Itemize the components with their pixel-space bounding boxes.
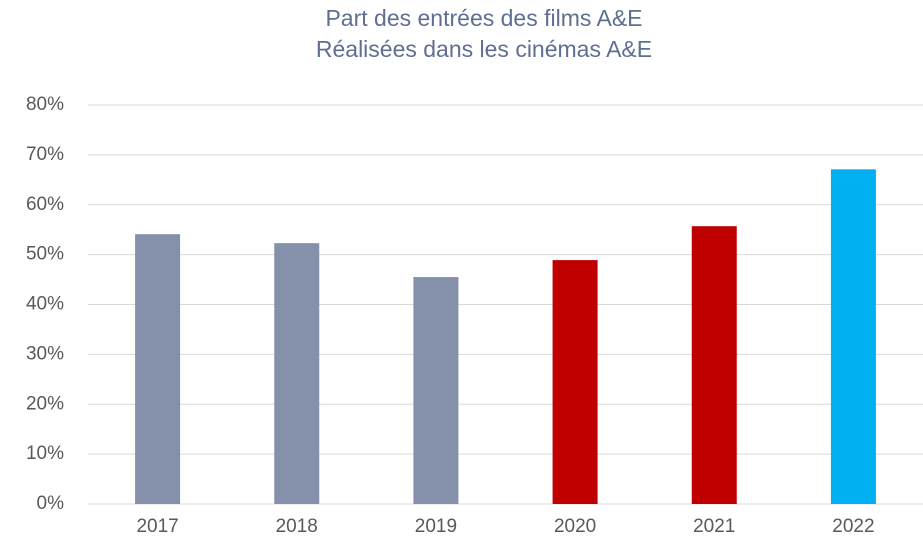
- x-tick-label: 2017: [136, 516, 178, 537]
- bar: [135, 234, 181, 504]
- y-tick-label: 70%: [26, 144, 64, 165]
- chart-subtitle: Réalisées dans les cinémas A&E: [316, 36, 652, 62]
- x-tick-label: 2020: [554, 516, 596, 537]
- y-tick-label: 40%: [26, 294, 64, 315]
- y-tick-label: 80%: [26, 94, 64, 115]
- x-tick-label: 2018: [276, 516, 318, 537]
- x-tick-label: 2022: [832, 516, 874, 537]
- y-tick-label: 30%: [26, 343, 64, 364]
- bar: [830, 169, 876, 504]
- y-tick-label: 50%: [26, 244, 64, 265]
- bar: [274, 243, 320, 504]
- bar: [552, 260, 598, 504]
- y-tick-label: 60%: [26, 194, 64, 215]
- y-tick-label: 10%: [26, 443, 64, 464]
- bar: [413, 277, 459, 504]
- x-tick-label: 2019: [415, 516, 457, 537]
- y-tick-label: 20%: [26, 393, 64, 414]
- y-tick-label: 0%: [37, 493, 65, 514]
- bar: [691, 226, 737, 505]
- x-tick-label: 2021: [693, 516, 735, 537]
- chart-title: Part des entrées des films A&E: [325, 5, 642, 31]
